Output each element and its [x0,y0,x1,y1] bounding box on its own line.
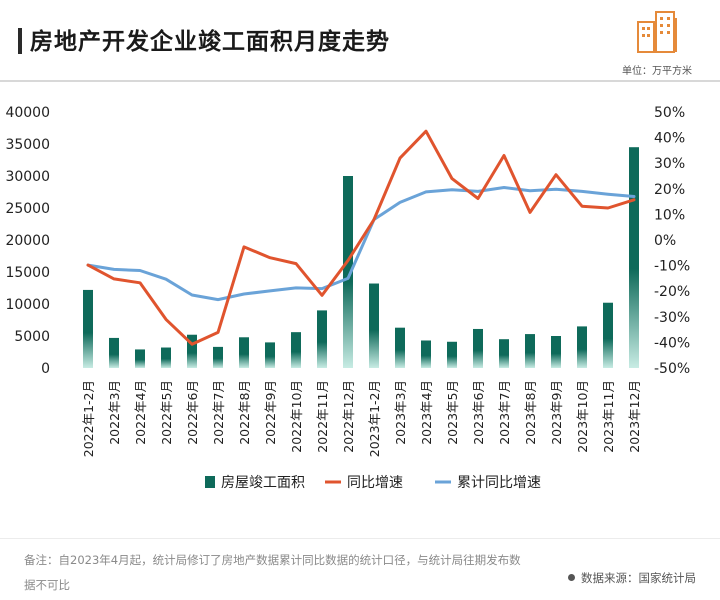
x-tick-label: 2023年8月 [523,380,538,445]
bar-house-completion [109,337,119,368]
y-left-tick-label: 35000 [5,137,50,153]
bar-house-completion [499,339,509,368]
line-yoy-growth [86,129,636,346]
legend-label: 累计同比增速 [457,475,541,491]
legend-label: 房屋竣工面积 [221,475,305,491]
x-tick-label: 2023年10月 [575,380,590,453]
footnote: 备注：自2023年4月起，统计局修订了房地产数据累计同比数据的统计口径，与统计局… [24,553,521,592]
x-tick-label: 2023年6月 [471,380,486,445]
chart: 0 5000 10000 15000 20000 25000 30000 35000 40000… [5,105,690,491]
x-tick-label: 2023年12月 [627,380,642,453]
x-tick-label: 2022年8月 [237,380,252,445]
bar-house-completion [473,328,483,368]
y-right-tick-label: 20% [654,182,685,198]
bar-house-completion [265,342,275,368]
building-logo-icon [637,11,677,53]
title-accent-bar [18,28,22,54]
bar-house-completion [577,326,587,368]
y-right-tick-label: -30% [654,310,690,326]
bar-house-completion [421,340,431,368]
legend-swatch-bar [205,476,215,488]
data-source: 数据来源：国家统计局 [568,570,696,586]
x-tick-label: 2023年11月 [601,380,616,453]
y-left-tick-label: 30000 [5,169,50,185]
y-right-tick-label: -50% [654,361,690,377]
bar-house-completion [239,337,249,368]
y-right-tick-label: 40% [654,131,685,147]
y-right-tick-label: 50% [654,105,685,121]
source-dot-icon [568,574,575,581]
x-tick-label: 2022年4月 [133,380,148,445]
y-left-tick-label: 5000 [14,329,50,345]
y-left-tick-label: 20000 [5,233,50,249]
y-right-tick-label: -40% [654,335,690,351]
x-tick-label: 2022年12月 [341,380,356,453]
x-tick-label: 2022年3月 [107,380,122,445]
data-source-text: 数据来源：国家统计局 [581,571,696,585]
y-right-tick-label: -20% [654,284,690,300]
bar-house-completion [447,341,457,368]
line-cumulative-yoy-growth [86,186,636,302]
bar-house-completion [603,302,613,368]
y-left-tick-label: 40000 [5,105,50,121]
bar-house-completion [395,327,405,368]
bar-house-completion [83,289,93,368]
header-divider [0,80,720,82]
bar-house-completion [135,349,145,368]
bar-house-completion [369,283,379,368]
bar-house-completion [213,346,223,368]
bar-house-completion [291,332,301,368]
x-tick-label: 2023年3月 [393,380,408,445]
bar-house-completion [343,176,353,368]
y-right-tick-label: 10% [654,207,685,223]
x-tick-label: 2023年1-2月 [367,380,382,457]
bar-house-completion [629,147,639,368]
x-tick-label: 2022年7月 [211,380,226,445]
legend-label: 同比增速 [347,475,403,491]
x-tick-label: 2023年9月 [549,380,564,445]
page-title: 房地产开发企业竣工面积月度走势 [30,29,390,55]
bar-house-completion [551,336,561,368]
x-tick-label: 2022年5月 [159,380,174,445]
x-tick-label: 2022年10月 [289,380,304,453]
bar-house-completion [187,334,197,368]
unit-label: 单位：万平方米 [622,66,692,77]
x-tick-label: 2022年6月 [185,380,200,445]
y-right-tick-label: 0% [654,233,676,249]
y-right-tick-label: -10% [654,259,690,275]
x-tick-label: 2023年4月 [419,380,434,445]
x-tick-label: 2022年11月 [315,380,330,453]
y-left-tick-label: 15000 [5,265,50,281]
x-tick-label: 2022年1-2月 [81,380,96,457]
bar-house-completion [317,310,327,368]
y-left-tick-label: 0 [41,361,50,377]
x-tick-label: 2023年7月 [497,380,512,445]
bar-house-completion [161,347,171,368]
footer-divider [0,538,720,539]
x-tick-label: 2023年5月 [445,380,460,445]
y-left-tick-label: 10000 [5,297,50,313]
x-tick-label: 2022年9月 [263,380,278,445]
y-left-tick-label: 25000 [5,201,50,217]
bar-house-completion [525,334,535,368]
y-right-tick-label: 30% [654,156,685,172]
